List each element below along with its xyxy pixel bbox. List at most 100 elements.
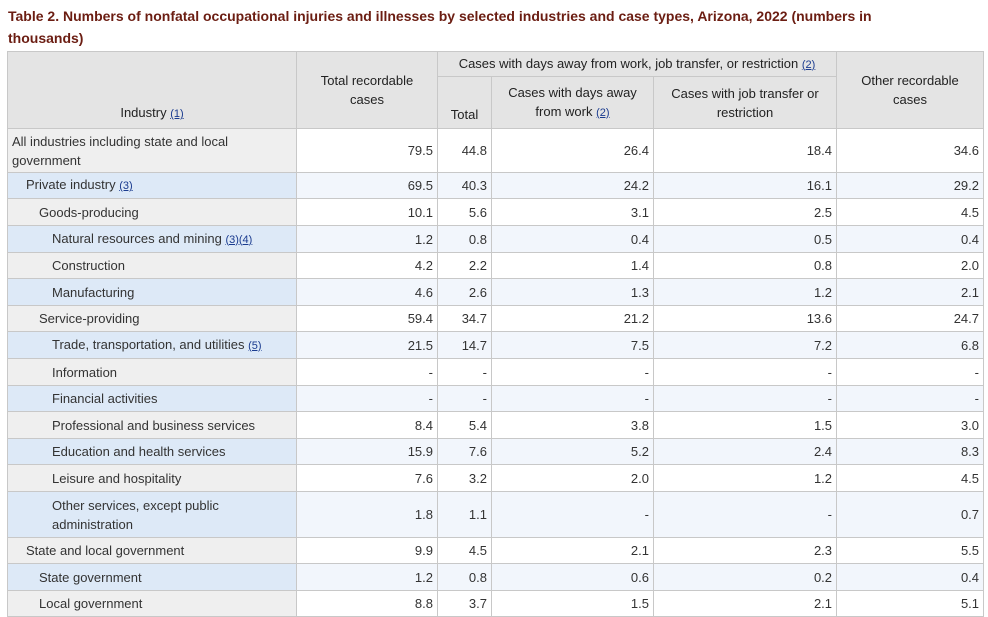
row-header: Leisure and hospitality	[7, 464, 297, 492]
row-header: Local government	[7, 590, 297, 617]
cell-total-recordable: 79.5	[296, 128, 438, 173]
cell-job-transfer: 2.3	[652, 537, 838, 564]
table-row: All industries including state and local…	[7, 128, 985, 173]
table-row: Manufacturing 4.6 2.6 1.3 1.2 2.1	[7, 278, 985, 306]
footnote-link[interactable]: (5)	[248, 339, 262, 352]
cell-total: 5.6	[437, 198, 492, 226]
cell-total-recordable: 4.2	[296, 252, 438, 279]
row-header: Service-providing	[7, 305, 297, 332]
header-group: Cases with days away from work, job tran…	[436, 51, 838, 77]
row-label: Trade, transportation, and utilities	[52, 336, 245, 352]
cell-days-away: 7.5	[491, 331, 654, 359]
table-row: Service-providing 59.4 34.7 21.2 13.6 24.7	[7, 305, 985, 332]
footnote-link[interactable]: (3)	[119, 180, 133, 192]
cell-total: 2.6	[437, 278, 492, 306]
table-row: Goods-producing 10.1 5.6 3.1 2.5 4.5	[7, 198, 985, 226]
row-header: Natural resources and mining (3)(4)	[7, 225, 297, 253]
footnote-link[interactable]: (2)	[596, 106, 610, 119]
row-label: Education and health services	[52, 444, 226, 459]
cell-job-transfer: 7.2	[652, 331, 838, 359]
cell-job-transfer: 0.2	[652, 563, 838, 591]
row-header: Financial activities	[7, 385, 297, 412]
table-row: Construction 4.2 2.2 1.4 0.8 2.0	[7, 252, 985, 279]
cell-total-recordable: 21.5	[296, 331, 438, 359]
cell-total: 40.3	[437, 172, 492, 199]
injury-table: Industry (1) Total recordable cases Case…	[7, 51, 985, 617]
table-row: State government 1.2 0.8 0.6 0.2 0.4	[7, 563, 985, 591]
cell-job-transfer: -	[652, 358, 838, 386]
cell-job-transfer: 13.6	[652, 305, 838, 332]
cell-total-recordable: 1.8	[296, 491, 438, 538]
row-header: State and local government	[7, 537, 297, 564]
table-body: All industries including state and local…	[7, 128, 985, 617]
cell-days-away: 26.4	[491, 128, 654, 173]
cell-total-recordable: 8.8	[296, 590, 438, 617]
cell-job-transfer: 0.5	[652, 225, 838, 253]
row-header: Professional and business services	[7, 411, 297, 439]
row-label: Information	[52, 364, 118, 380]
cell-other: 4.5	[836, 464, 985, 492]
row-label: Professional and business services	[52, 417, 256, 433]
footnote-link[interactable]: (3)(4)	[225, 233, 253, 246]
row-label: State government	[39, 569, 142, 585]
cell-days-away: 24.2	[491, 172, 654, 199]
cell-total: 1.1	[437, 491, 492, 538]
cell-days-away: 1.5	[491, 590, 654, 617]
cell-other: 2.1	[836, 278, 985, 306]
cell-other: 24.7	[836, 305, 985, 332]
footnote-link[interactable]: (1)	[170, 108, 184, 120]
cell-other: 3.0	[836, 411, 985, 439]
row-header: All industries including state and local…	[7, 128, 297, 173]
footnote-link[interactable]: (2)	[801, 58, 816, 71]
cell-other: 4.5	[836, 198, 985, 226]
cell-job-transfer: 16.1	[652, 172, 838, 199]
table-row: Other services, except public administra…	[7, 491, 985, 538]
row-label: Manufacturing	[52, 284, 135, 300]
cell-other: -	[836, 385, 985, 412]
cell-days-away: 0.4	[491, 225, 654, 253]
cell-job-transfer: 0.8	[652, 252, 838, 279]
row-header: Goods-producing	[7, 198, 297, 226]
row-label: Private industry	[26, 177, 116, 192]
cell-total: 2.2	[437, 252, 492, 279]
table-row: Information - - - - -	[7, 358, 985, 386]
cell-days-away: 1.4	[491, 252, 654, 279]
header-other-recordable: Other recordable cases	[836, 51, 985, 129]
header-row-top: Industry (1) Total recordable cases Case…	[7, 51, 985, 129]
cell-total: 3.2	[437, 464, 492, 492]
table-row: Education and health services 15.9 7.6 5.2 2…	[7, 438, 985, 465]
header-total-recordable: Total recordable cases	[296, 51, 438, 129]
cell-days-away: 0.6	[491, 563, 654, 591]
row-label: Local government	[39, 596, 143, 611]
row-label: Natural resources and mining	[52, 230, 222, 246]
row-header: Construction	[7, 252, 297, 279]
cell-total-recordable: -	[296, 385, 438, 412]
row-label: Other services, except public administra…	[52, 497, 219, 532]
table-caption: Table 2. Numbers of nonfatal occupationa…	[8, 8, 872, 46]
header-industry: Industry (1)	[7, 51, 297, 129]
table-row: Local government 8.8 3.7 1.5 2.1 5.1	[7, 590, 985, 617]
cell-job-transfer: 2.4	[652, 438, 838, 465]
row-header: Other services, except public administra…	[7, 491, 297, 538]
cell-other: 2.0	[836, 252, 985, 279]
cell-days-away: 2.1	[491, 537, 654, 564]
header-total: Total	[437, 76, 492, 129]
cell-job-transfer: 1.2	[652, 464, 838, 492]
cell-total-recordable: 4.6	[296, 278, 438, 306]
row-label: State and local government	[26, 543, 185, 558]
cell-job-transfer: 1.5	[652, 411, 838, 439]
cell-total: 7.6	[437, 438, 492, 465]
cell-days-away: -	[491, 358, 654, 386]
row-label: Goods-producing	[39, 204, 139, 220]
table-row: Private industry (3) 69.5 40.3 24.2 16.1 29.2	[7, 172, 985, 199]
row-label: Construction	[52, 258, 125, 273]
cell-total-recordable: -	[296, 358, 438, 386]
header-row-sub: Total Cases with days away from work (2)…	[8, 76, 984, 129]
cell-days-away: -	[491, 491, 654, 538]
table-row: State and local government 9.9 4.5 2.1 2.3 5.…	[7, 537, 985, 564]
cell-other: -	[836, 358, 985, 386]
cell-total: -	[437, 385, 492, 412]
cell-total: 0.8	[437, 563, 492, 591]
cell-total: 0.8	[437, 225, 492, 253]
